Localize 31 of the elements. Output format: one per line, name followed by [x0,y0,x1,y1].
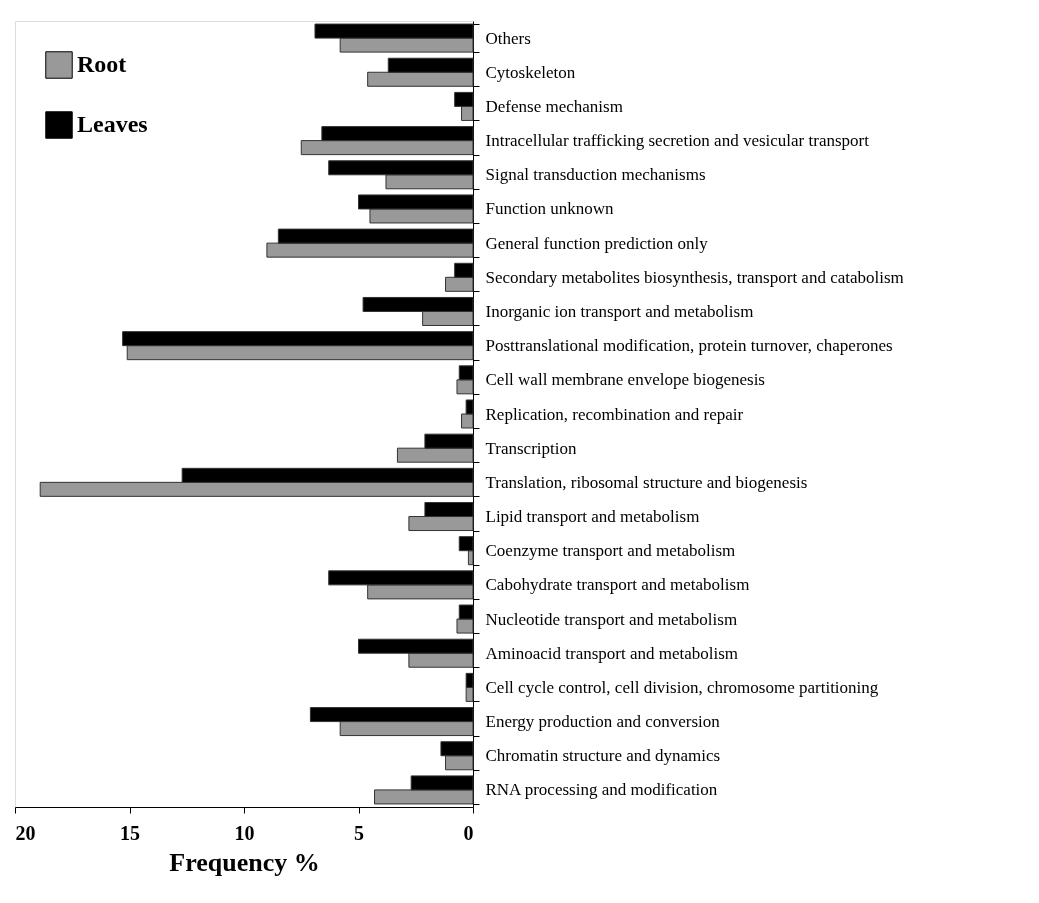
y-tick-label: Aminoacid transport and metabolism [485,643,739,663]
y-tick-label: Function unknown [485,199,614,219]
y-tick-label: Chromatin structure and dynamics [485,746,721,766]
y-tick-label: Cytoskeleton [485,62,576,82]
legend-label: Leaves [77,111,148,137]
y-tick-label: Signal transduction mechanisms [485,165,706,185]
y-tick-label: Cell wall membrane envelope biogenesis [485,370,765,390]
x-tick-label: 10 [234,821,255,844]
y-tick-label: Lipid transport and metabolism [485,507,700,527]
y-tick-label: Defense mechanism [485,96,623,116]
y-tick-label: Secondary metabolites biosynthesis, transport and catabolism [485,267,904,287]
x-tick-label: 20 [15,821,36,844]
y-tick-label: Others [485,28,531,48]
y-tick-label: General function prediction only [485,233,709,253]
y-tick-label: Replication, recombination and repair [485,404,744,424]
y-tick-label: Cabohydrate transport and metabolism [485,575,750,595]
x-tick-label: 15 [120,821,140,844]
y-tick-label: Transcription [485,438,577,458]
x-axis-title: Frequency % [169,847,320,877]
y-tick-label: Intracellular trafficking secretion and vesicular transport [485,131,870,151]
legend-label: Root [77,51,127,77]
x-tick-label: 5 [354,821,364,844]
y-tick-label: RNA processing and modification [485,780,718,800]
y-tick-label: Cell cycle control, cell division, chromosome partitioning [485,677,879,697]
y-tick-label: Inorganic ion transport and metabolism [485,301,754,321]
x-tick-label: 0 [463,821,474,844]
y-tick-label: Energy production and conversion [485,712,721,732]
y-tick-label: Posttranslational modification, protein turnover, chaperones [485,336,893,356]
y-tick-label: Coenzyme transport and metabolism [485,541,736,561]
y-tick-label: Translation, ribosomal structure and biogenesis [485,472,808,492]
y-tick-label: Nucleotide transport and metabolism [485,609,738,629]
